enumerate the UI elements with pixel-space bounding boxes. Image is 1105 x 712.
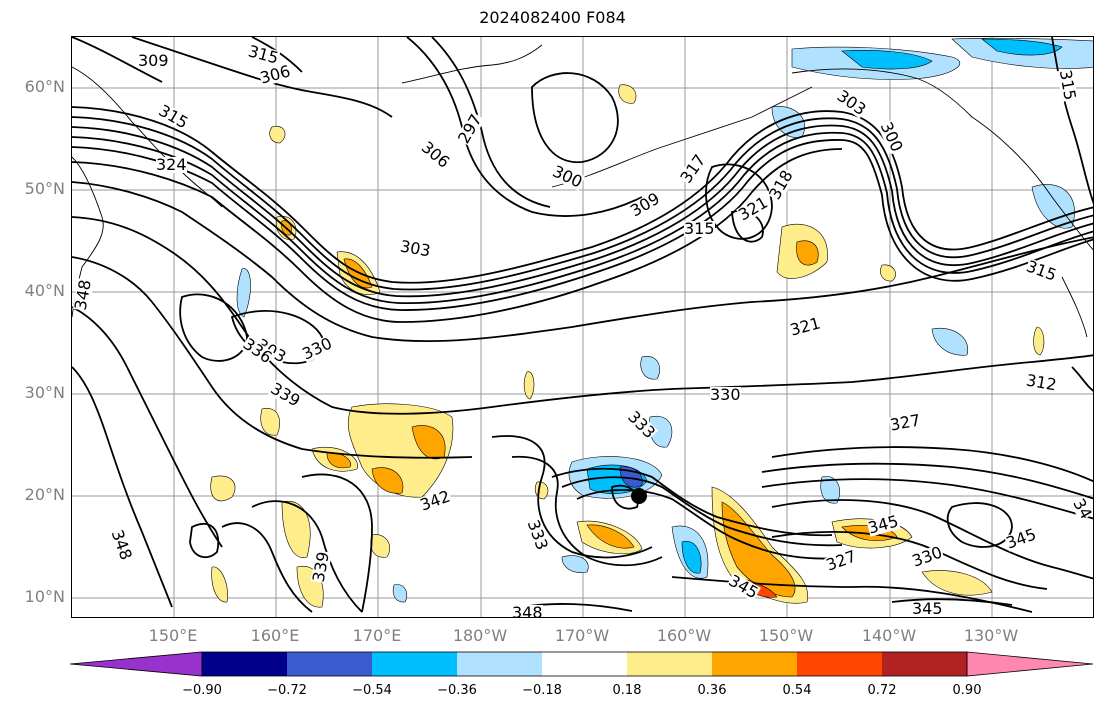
colorbar-tick: 0.36 bbox=[697, 683, 727, 698]
colorbar-swatch bbox=[627, 652, 712, 676]
lon-label-160w: 160°W bbox=[656, 626, 712, 645]
storm-center-marker bbox=[631, 488, 647, 504]
lon-label-150w: 150°W bbox=[758, 626, 814, 645]
colorbar-tick: −0.72 bbox=[267, 683, 307, 698]
colorbar-swatch bbox=[797, 652, 882, 676]
map-canvas bbox=[72, 37, 1093, 617]
contour-label: 348 bbox=[512, 605, 543, 617]
colorbar-tick: −0.90 bbox=[182, 683, 222, 698]
colorbar-tick: −0.54 bbox=[352, 683, 392, 698]
contour-label: 324 bbox=[156, 155, 187, 174]
colorbar-swatch bbox=[202, 652, 287, 676]
contour-label: 315 bbox=[684, 219, 715, 238]
lat-label-50n: 50°N bbox=[24, 179, 65, 198]
lon-label-170e: 170°E bbox=[352, 626, 402, 645]
colorbar-tick: 0.54 bbox=[782, 683, 812, 698]
shaded-patches bbox=[210, 37, 1093, 608]
lat-label-60n: 60°N bbox=[24, 77, 65, 96]
contour-label: 315 bbox=[1055, 68, 1080, 102]
lon-label-150e: 150°E bbox=[148, 626, 198, 645]
lat-label-10n: 10°N bbox=[24, 587, 65, 606]
lon-label-180w: 180°W bbox=[452, 626, 508, 645]
colorbar bbox=[70, 651, 1094, 677]
coastlines bbox=[72, 44, 1093, 338]
colorbar-swatch bbox=[287, 652, 372, 676]
colorbar-swatch bbox=[457, 652, 542, 676]
colorbar-tick: −0.36 bbox=[437, 683, 477, 698]
colorbar-swatch bbox=[542, 652, 627, 676]
lon-label-170w: 170°W bbox=[554, 626, 610, 645]
colorbar-tick: 0.18 bbox=[612, 683, 642, 698]
colorbar-extend-right bbox=[966, 651, 1094, 677]
contour-label: 330 bbox=[710, 385, 741, 404]
lat-label-20n: 20°N bbox=[24, 485, 65, 504]
colorbar-tick: −0.18 bbox=[522, 683, 562, 698]
contours bbox=[72, 37, 1093, 613]
colorbar-tick: 0.72 bbox=[867, 683, 897, 698]
lat-label-40n: 40°N bbox=[24, 281, 65, 300]
chart-title: 2024082400 F084 bbox=[479, 8, 626, 27]
map-panel: 309 315 306 315 324 297 306 300 303 317 … bbox=[71, 36, 1094, 618]
colorbar-extend-left bbox=[70, 651, 203, 677]
lon-label-140w: 140°W bbox=[861, 626, 917, 645]
contour-label: 309 bbox=[138, 51, 169, 70]
colorbar-swatch bbox=[712, 652, 797, 676]
lon-label-160e: 160°E bbox=[250, 626, 300, 645]
lat-label-30n: 30°N bbox=[24, 383, 65, 402]
colorbar-tick: 0.90 bbox=[952, 683, 982, 698]
lon-label-130w: 130°W bbox=[963, 626, 1019, 645]
colorbar-swatch bbox=[882, 652, 967, 676]
colorbar-swatch bbox=[372, 652, 457, 676]
contour-label: 345 bbox=[912, 599, 943, 618]
